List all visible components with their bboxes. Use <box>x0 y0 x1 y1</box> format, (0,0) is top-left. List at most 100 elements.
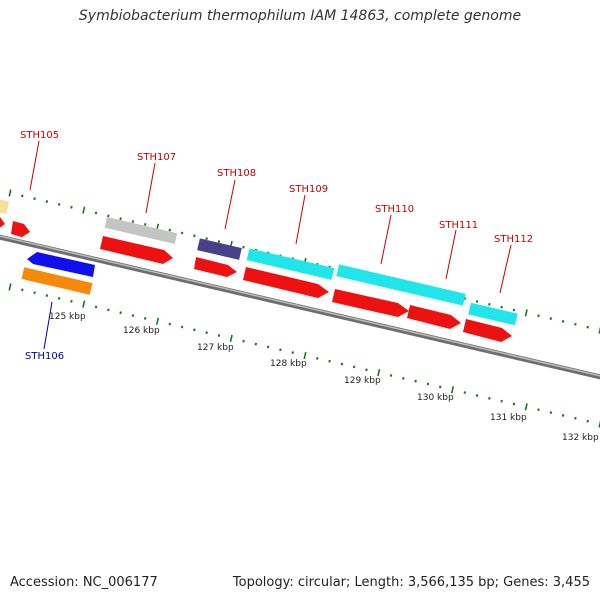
minor-tick <box>561 320 565 323</box>
minor-tick <box>94 211 98 215</box>
feature-block-gray[interactable] <box>104 216 178 245</box>
label-leader-line <box>29 140 40 191</box>
gene-label-sth110[interactable]: STH110 <box>375 204 414 215</box>
minor-tick <box>57 203 61 206</box>
minor-tick <box>500 399 503 403</box>
minor-tick <box>402 376 405 380</box>
feature-block-yellow[interactable] <box>0 198 10 215</box>
minor-tick <box>21 288 24 292</box>
label-leader-line <box>43 301 53 350</box>
major-tick <box>303 351 307 360</box>
scale-label: 129 kbp <box>344 376 381 386</box>
gene-label-sth108[interactable]: STH108 <box>217 168 256 179</box>
minor-tick <box>512 402 516 406</box>
genome-backbone <box>0 234 600 380</box>
gene-labels: STH105 STH107 STH108 STH109 STH110 STH11… <box>20 130 533 362</box>
minor-tick <box>70 205 73 209</box>
major-tick <box>377 369 381 377</box>
cds-arrow-forward[interactable] <box>332 289 409 317</box>
minor-tick <box>217 334 221 337</box>
major-tick <box>598 420 600 428</box>
minor-tick <box>365 368 368 372</box>
minor-tick <box>180 325 184 329</box>
map-title: Symbiobacterium thermophilum IAM 14863, … <box>78 8 522 24</box>
minor-tick <box>537 314 540 318</box>
minor-tick <box>488 302 491 306</box>
minor-tick <box>438 385 442 389</box>
minor-tick <box>180 231 184 235</box>
minor-tick <box>94 305 98 309</box>
minor-tick <box>143 223 147 226</box>
minor-tick <box>205 237 208 241</box>
minor-tick <box>340 362 344 366</box>
minor-tick <box>414 379 417 383</box>
label-leader-line <box>499 244 512 294</box>
scale-label: 130 kbp <box>417 393 454 403</box>
minor-tick <box>33 291 36 295</box>
scale-label: 125 kbp <box>49 312 86 322</box>
feature-block-orange[interactable] <box>21 267 93 295</box>
minor-tick <box>549 317 553 320</box>
cds-arrow-forward[interactable] <box>463 319 512 342</box>
feature-block-cyan-2[interactable] <box>336 264 466 306</box>
minor-tick <box>389 374 393 377</box>
gene-label-sth109[interactable]: STH109 <box>289 184 328 195</box>
major-tick <box>82 206 86 214</box>
minor-tick <box>328 359 331 363</box>
genome-stats-text: Topology: circular; Length: 3,566,135 bp… <box>232 575 590 590</box>
feature-block-cyan-1[interactable] <box>246 248 335 280</box>
forward-cds-track <box>0 216 512 342</box>
cds-arrow-forward[interactable] <box>407 305 461 329</box>
feature-track <box>0 198 518 326</box>
minor-tick <box>143 317 147 320</box>
cds-arrow-forward[interactable] <box>194 257 237 277</box>
gene-label-sth112[interactable]: STH112 <box>494 234 533 245</box>
feature-block-navy[interactable] <box>197 238 242 260</box>
minor-tick <box>107 214 110 218</box>
minor-tick <box>45 294 49 297</box>
reverse-cds-track <box>21 252 95 295</box>
minor-tick <box>500 305 503 309</box>
major-tick <box>229 334 233 342</box>
minor-tick <box>45 200 49 203</box>
scale-label: 131 kbp <box>490 413 527 423</box>
major-tick <box>8 283 12 291</box>
label-leader-line <box>224 179 236 230</box>
minor-tick <box>426 382 430 386</box>
cds-arrow-forward[interactable] <box>243 267 329 298</box>
scale-label: 126 kbp <box>123 326 160 336</box>
minor-tick <box>254 342 258 346</box>
scale-label: 132 kbp <box>562 433 599 443</box>
gene-label-sth111[interactable]: STH111 <box>439 220 478 231</box>
minor-tick <box>33 197 36 201</box>
feature-block-cyan-3[interactable] <box>468 302 518 326</box>
major-tick <box>155 317 160 325</box>
minor-tick <box>193 328 196 332</box>
cds-arrow-forward[interactable] <box>100 236 173 264</box>
scale-label: 128 kbp <box>270 359 307 369</box>
minor-tick <box>463 391 467 394</box>
cds-arrow-forward[interactable] <box>0 216 5 229</box>
minor-tick <box>70 299 73 303</box>
gene-label-sth105[interactable]: STH105 <box>20 130 59 141</box>
minor-tick <box>131 220 135 223</box>
minor-tick <box>488 396 491 400</box>
cds-arrow-reverse[interactable] <box>27 252 95 277</box>
label-leader-line <box>445 229 457 280</box>
minor-tick <box>352 365 356 369</box>
label-leader-line <box>145 162 156 214</box>
scale-labels: 125 kbp 126 kbp 127 kbp 128 kbp 129 kbp … <box>49 312 599 443</box>
minor-tick <box>131 314 135 317</box>
minor-tick <box>574 322 577 326</box>
minor-tick <box>168 322 172 326</box>
gene-label-sth106[interactable]: STH106 <box>25 351 64 362</box>
accession-text: Accession: NC_006177 <box>10 575 158 590</box>
major-tick <box>524 403 528 411</box>
minor-tick <box>463 297 467 300</box>
cds-arrow-forward[interactable] <box>11 221 30 237</box>
minor-tick <box>537 408 540 412</box>
minor-tick <box>475 394 479 397</box>
minor-tick <box>119 311 122 315</box>
gene-label-sth107[interactable]: STH107 <box>137 152 176 163</box>
minor-tick <box>561 414 565 417</box>
